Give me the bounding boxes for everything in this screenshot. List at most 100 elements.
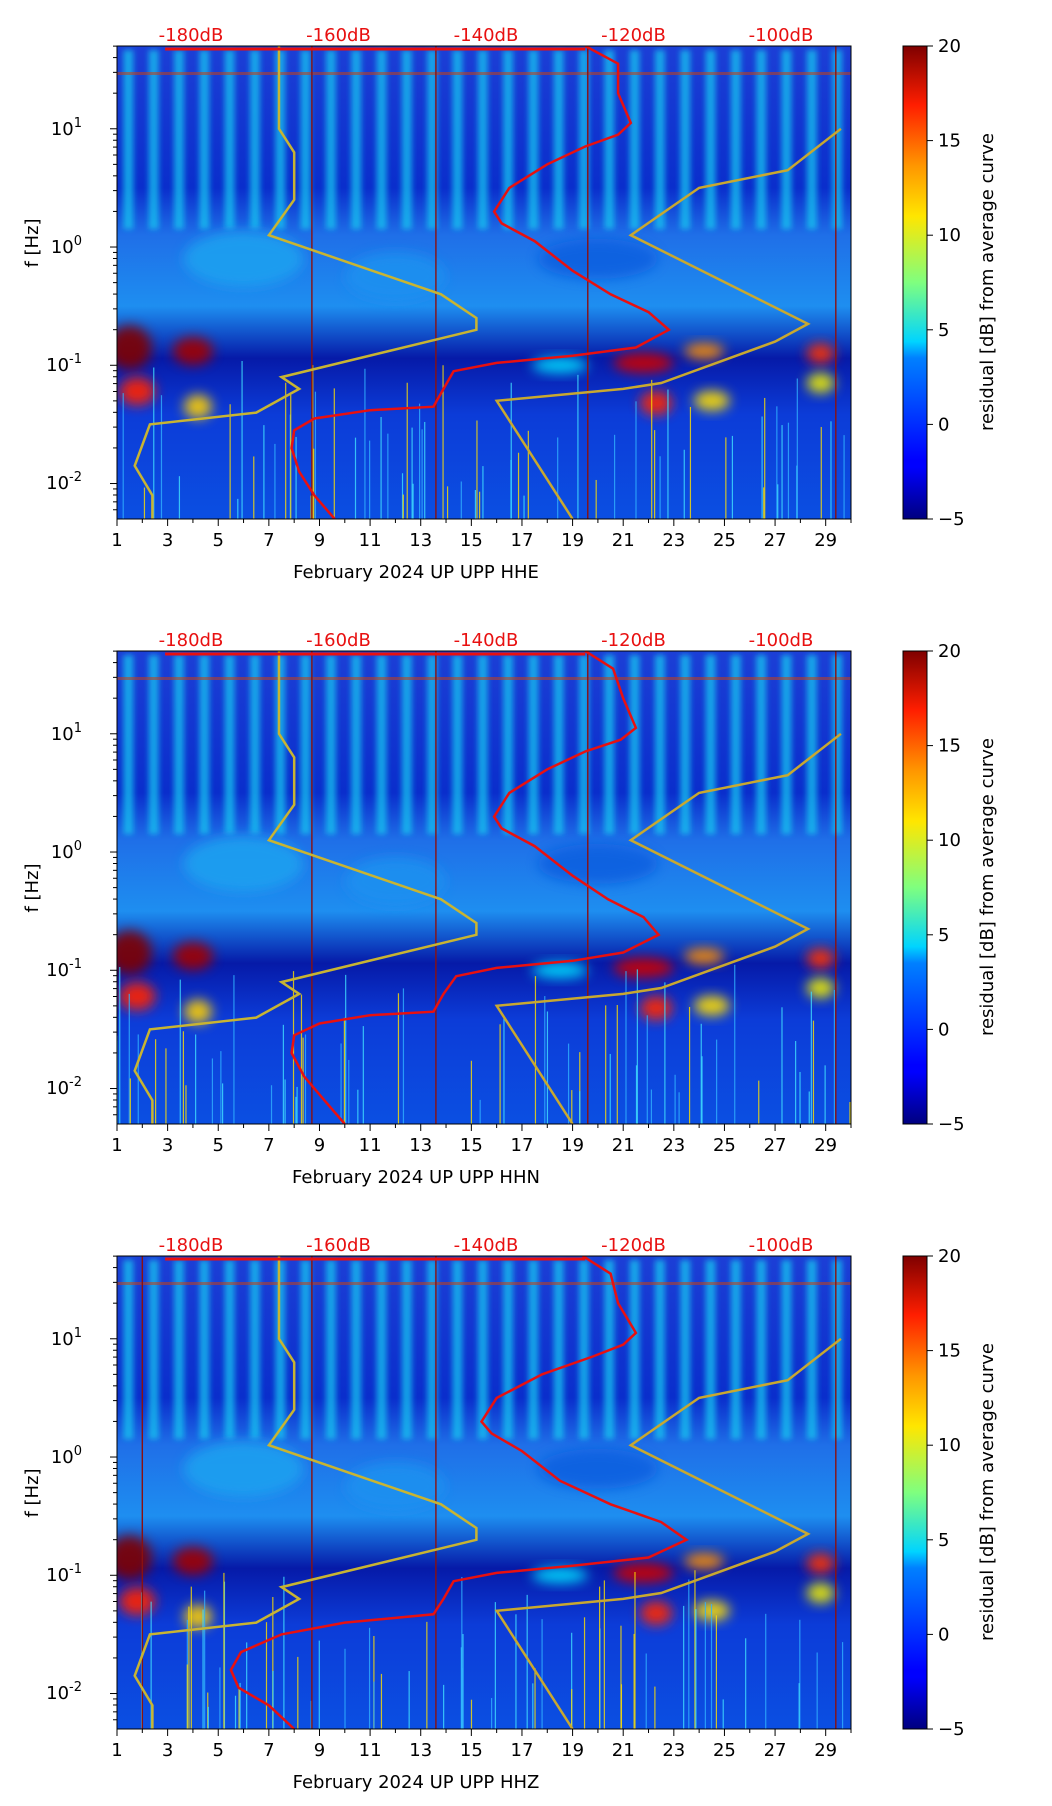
energy-blob: [345, 1462, 446, 1511]
energy-blob: [640, 1601, 673, 1626]
x-tick-label: 3: [162, 1740, 173, 1761]
daily-stripe: [351, 1260, 362, 1440]
daily-stripe: [275, 655, 286, 835]
y-tick-label: 101: [51, 721, 82, 745]
panel-hhz: f [Hz] February 2024 UP UPP HHZ 10-2 10-…: [22, 1235, 998, 1793]
energy-blob: [531, 962, 588, 979]
x-tick-label: 1: [111, 530, 122, 551]
colorbar-tick-label: 0: [938, 414, 949, 435]
top-db-label: -180dB: [159, 1235, 224, 1256]
x-tick-label: 15: [460, 1740, 483, 1761]
daily-stripe: [503, 50, 514, 230]
x-tick-label: 13: [409, 530, 432, 551]
y-tick-label: 101: [51, 116, 82, 140]
daily-stripe: [781, 50, 792, 230]
plot-area-hhe: [110, 45, 852, 520]
colorbar-tick-label: 15: [938, 131, 961, 152]
colorbar-tick-label: 15: [938, 1341, 961, 1362]
energy-blob: [806, 373, 835, 394]
energy-blob: [806, 1583, 835, 1604]
daily-stripe: [148, 655, 159, 835]
daily-stripe: [249, 655, 260, 835]
x-tick-label: 9: [314, 1740, 325, 1761]
energy-blob: [613, 1562, 674, 1583]
secondary-noise-curve: [494, 732, 842, 1124]
x-tick-labels-hhe: 1 3 5 7 9 11 13 15 17 19 21 23 25 27 29: [111, 519, 852, 551]
x-tick-label: 23: [662, 530, 685, 551]
top-db-label: -180dB: [159, 630, 224, 651]
daily-stripe: [123, 50, 134, 230]
daily-stripe: [730, 655, 741, 835]
x-axis-label-hhn: February 2024 UP UPP HHN: [292, 1167, 540, 1188]
x-tick-label: 9: [314, 530, 325, 551]
colorbar-ticks: 20 15 10 5 0 −5: [927, 36, 965, 530]
colorbar-label: residual [dB] from average curve: [977, 738, 998, 1036]
daily-stripe: [629, 50, 640, 230]
energy-blob: [806, 343, 835, 364]
colorbar-tick-label: 0: [938, 1624, 949, 1645]
daily-stripe: [528, 655, 539, 835]
daily-stripe: [300, 1260, 311, 1440]
daily-stripe: [553, 50, 564, 230]
daily-stripe: [553, 655, 564, 835]
energy-blob: [183, 835, 304, 892]
spectrogram-image: [117, 1256, 851, 1729]
y-tick-label: 100: [51, 1444, 82, 1468]
daily-stripe: [705, 655, 716, 835]
colorbar-hhn: 20 15 10 5 0 −5 residual [dB] from average cu…: [902, 641, 998, 1135]
x-tick-label: 11: [359, 1135, 382, 1156]
plot-area-hhz: [110, 1255, 852, 1730]
y-tick-label: 101: [51, 1326, 82, 1350]
daily-stripe: [730, 1260, 741, 1440]
daily-stripe: [123, 1260, 134, 1440]
energy-blob: [172, 1547, 213, 1576]
energy-blob: [693, 390, 730, 411]
colorbar-tick-label: 20: [938, 1246, 961, 1267]
daily-stripe: [224, 50, 235, 230]
x-tick-label: 1: [111, 1135, 122, 1156]
daily-stripe: [781, 1260, 792, 1440]
energy-blob: [693, 995, 730, 1016]
y-axis-label-hhz: f [Hz]: [22, 1468, 43, 1517]
colorbar-tick-label: 5: [938, 1530, 949, 1551]
energy-blob: [613, 352, 674, 373]
x-tick-labels-hhz: 1 3 5 7 9 11 13 15 17 19 21 23 25 27 29: [111, 1729, 852, 1761]
speckle-band: [117, 1282, 851, 1285]
speckle-band: [117, 677, 851, 680]
x-tick-label: 25: [713, 1135, 736, 1156]
y-tick-labels-hhe: 10-2 10-1 100 101: [46, 116, 82, 494]
energy-blob: [806, 1553, 835, 1574]
daily-stripe: [578, 1260, 589, 1440]
daily-stripe: [249, 50, 260, 230]
daily-stripe: [629, 1260, 640, 1440]
daily-stripe: [477, 655, 488, 835]
daily-stripe: [528, 1260, 539, 1440]
y-tick-labels-hhn: 10-2 10-1 100 101: [46, 721, 82, 1099]
daily-stripe: [832, 50, 843, 230]
spectrogram-image: [117, 651, 851, 1124]
x-tick-label: 11: [359, 1740, 382, 1761]
daily-stripe: [477, 50, 488, 230]
x-axis-label-hhe: February 2024 UP UPP HHE: [293, 562, 539, 583]
daily-stripe: [174, 655, 185, 835]
colorbar-tick-label: 10: [938, 225, 961, 246]
daily-stripe: [401, 1260, 412, 1440]
colorbar-tick-label: 10: [938, 1435, 961, 1456]
energy-blob: [613, 957, 674, 978]
energy-blob: [183, 1440, 304, 1497]
x-tick-label: 29: [814, 1740, 837, 1761]
panel-hhe: f [Hz] February 2024 UP UPP HHE 10-2 10-…: [22, 25, 998, 583]
x-tick-label: 11: [359, 530, 382, 551]
y-tick-labels-hhz: 10-2 10-1 100 101: [46, 1326, 82, 1704]
x-tick-label: 21: [612, 530, 635, 551]
y-tick-label: 10-2: [46, 1075, 82, 1099]
daily-stripe: [427, 655, 438, 835]
top-db-label: -140dB: [454, 25, 519, 46]
daily-stripe: [199, 655, 210, 835]
energy-blob: [531, 357, 588, 374]
colorbar-tick-label: 5: [938, 925, 949, 946]
energy-blob: [119, 982, 156, 1011]
energy-blob: [183, 1604, 212, 1629]
x-tick-label: 29: [814, 530, 837, 551]
